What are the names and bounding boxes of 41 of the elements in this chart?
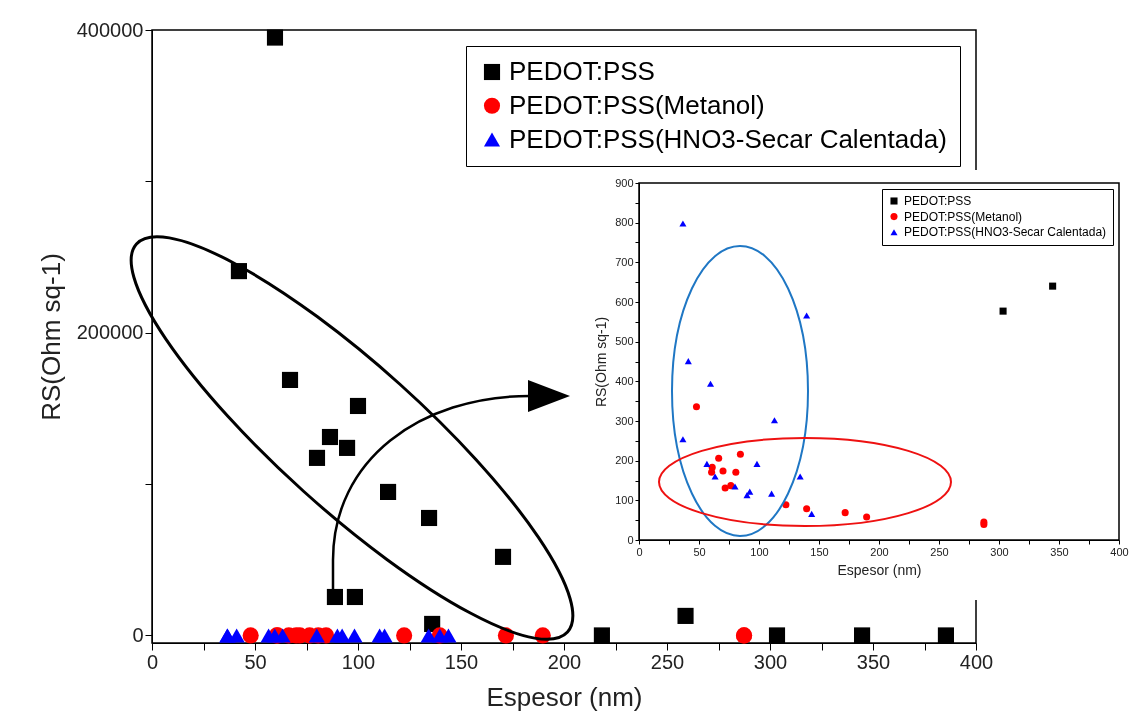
y-tick-label: 900	[615, 176, 634, 189]
x-tick-label: 400	[1110, 545, 1129, 558]
y-tick-label: 200000	[76, 321, 144, 344]
y-tick-label: 300	[615, 414, 634, 427]
y-tick-label: 200	[615, 454, 634, 467]
legend-label: PEDOT:PSS	[904, 194, 972, 208]
x-tick-label: 350	[1050, 545, 1069, 558]
y-axis-title: RS(Ohm sq-1)	[35, 253, 66, 421]
y-tick-label: 400	[615, 374, 634, 387]
y-tick-label: 100	[615, 493, 634, 506]
x-tick-label: 400	[959, 650, 994, 673]
x-tick-label: 100	[750, 545, 769, 558]
x-tick-label: 150	[444, 650, 479, 673]
y-tick-label: 700	[615, 255, 634, 268]
x-tick-label: 250	[930, 545, 949, 558]
x-tick-label: 100	[341, 650, 376, 673]
y-tick-label: 500	[615, 335, 634, 348]
x-tick-label: 150	[810, 545, 829, 558]
y-tick-label: 0	[627, 533, 634, 546]
legend-label: PEDOT:PSS	[509, 56, 655, 86]
legend-label: PEDOT:PSS(Metanol)	[904, 209, 1023, 224]
x-tick-label: 300	[753, 650, 788, 673]
x-axis-title: Espesor (nm)	[486, 681, 643, 712]
x-tick-label: 50	[244, 650, 267, 673]
x-tick-label: 0	[636, 545, 643, 558]
x-tick-label: 200	[547, 650, 582, 673]
legend-label: PEDOT:PSS(HNO3-Secar Calentada)	[509, 123, 947, 154]
y-tick-label: 400000	[76, 18, 144, 41]
legend-label: PEDOT:PSS(Metanol)	[509, 89, 765, 120]
y-axis-title: RS(Ohm sq-1)	[592, 316, 609, 408]
x-tick-label: 350	[856, 650, 891, 673]
y-tick-label: 800	[615, 216, 634, 229]
x-tick-label: 300	[990, 545, 1009, 558]
x-tick-label: 250	[650, 650, 685, 673]
legend-label: PEDOT:PSS(HNO3-Secar Calentada)	[904, 225, 1107, 240]
x-tick-label: 50	[693, 545, 706, 558]
y-tick-label: 0	[132, 623, 144, 646]
x-tick-label: 200	[870, 545, 889, 558]
x-tick-label: 0	[146, 650, 159, 673]
x-axis-title: Espesor (nm)	[837, 562, 922, 579]
y-tick-label: 600	[615, 295, 634, 308]
